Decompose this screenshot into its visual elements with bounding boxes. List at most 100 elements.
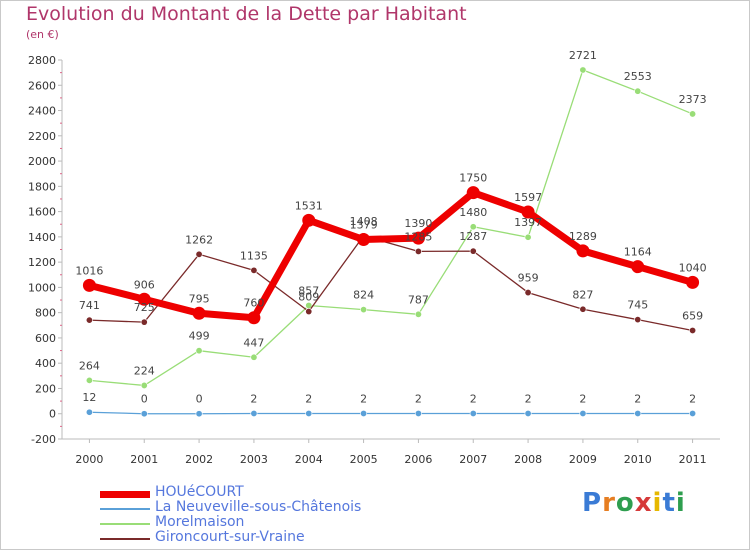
data-label: 2 [470, 392, 477, 405]
data-label: 2553 [624, 70, 652, 83]
data-label: 1390 [404, 217, 432, 230]
data-point [686, 275, 700, 289]
y-tick-label: 600 [35, 332, 56, 345]
data-point [82, 278, 96, 292]
data-label: 0 [196, 393, 203, 406]
series-line [89, 411, 693, 415]
data-point [414, 409, 422, 417]
legend-label: La Neuveville-sous-Châtenois [155, 499, 362, 515]
data-label: 1597 [514, 191, 542, 204]
x-tick-label: 2005 [350, 453, 378, 466]
data-point [631, 260, 645, 274]
data-point [195, 250, 203, 258]
data-point [411, 231, 425, 245]
data-label: 1397 [514, 216, 542, 229]
data-point [250, 409, 258, 417]
data-point [360, 409, 368, 417]
y-tick-label: 2600 [28, 79, 56, 92]
legend-swatch [100, 508, 150, 510]
data-point [521, 205, 535, 219]
data-label: 745 [627, 299, 648, 312]
data-label: 824 [353, 289, 374, 302]
data-point [195, 347, 203, 355]
data-label: 1135 [240, 249, 268, 262]
data-point [634, 87, 642, 95]
logo-letter: i [675, 488, 686, 518]
y-tick-label: 1000 [28, 281, 56, 294]
x-tick-label: 2008 [514, 453, 542, 466]
chart-unit: (en €) [26, 28, 59, 41]
x-tick-label: 2011 [679, 453, 707, 466]
x-tick-label: 2004 [295, 453, 323, 466]
logo-letter: o [615, 488, 635, 518]
logo-letter: i [652, 488, 663, 518]
x-tick-label: 2006 [404, 453, 432, 466]
data-point [469, 409, 477, 417]
legend-swatch [100, 538, 150, 540]
data-point [192, 306, 206, 320]
data-point [469, 247, 477, 255]
y-tick-label: 2000 [28, 155, 56, 168]
data-label: 1262 [185, 233, 213, 246]
data-point [305, 308, 313, 316]
data-point [414, 310, 422, 318]
data-point [140, 410, 148, 418]
data-label: 827 [572, 288, 593, 301]
data-label: 1531 [295, 199, 323, 212]
y-tick-label: 400 [35, 357, 56, 370]
proxiti-logo: Proxiti [582, 488, 686, 518]
data-label: 1408 [350, 215, 378, 228]
data-label: 725 [134, 301, 155, 314]
data-label: 2 [250, 392, 257, 405]
data-point [524, 233, 532, 241]
data-point [360, 306, 368, 314]
data-label: 2373 [679, 93, 707, 106]
data-point [579, 66, 587, 74]
data-point [634, 409, 642, 417]
data-point [305, 409, 313, 417]
data-label: 2 [525, 392, 532, 405]
data-point [302, 213, 316, 227]
x-tick-label: 2007 [459, 453, 487, 466]
data-label: 1285 [404, 230, 432, 243]
data-label: 1164 [624, 246, 652, 259]
data-label: 0 [141, 393, 148, 406]
data-point [357, 233, 371, 247]
data-point [247, 311, 261, 325]
data-label: 1287 [459, 230, 487, 243]
data-label: 906 [134, 278, 155, 291]
data-point [85, 376, 93, 384]
data-point [689, 409, 697, 417]
legend-label: Morelmaison [155, 514, 245, 530]
data-label: 2 [634, 392, 641, 405]
data-label: 2 [579, 392, 586, 405]
data-label: 741 [79, 299, 100, 312]
data-point [414, 247, 422, 255]
legend-label: HOUéCOURT [155, 484, 244, 500]
data-point [140, 381, 148, 389]
x-tick-label: 2003 [240, 453, 268, 466]
data-point [634, 316, 642, 324]
data-point [579, 409, 587, 417]
logo-letter: r [602, 488, 616, 518]
data-label: 1480 [459, 206, 487, 219]
x-tick-label: 2000 [75, 453, 103, 466]
data-label: 2 [689, 392, 696, 405]
data-point [250, 266, 258, 274]
data-point [524, 409, 532, 417]
series-line [89, 69, 693, 387]
data-point [689, 110, 697, 118]
chart-title: Evolution du Montant de la Dette par Hab… [26, 3, 467, 25]
logo-letter: x [634, 488, 653, 518]
y-tick-label: -200 [31, 433, 56, 446]
data-label: 760 [243, 297, 264, 310]
legend-swatch [100, 523, 150, 525]
data-label: 1750 [459, 172, 487, 185]
data-label: 2721 [569, 49, 597, 62]
y-tick-label: 800 [35, 307, 56, 320]
data-point [579, 305, 587, 313]
data-point [137, 292, 151, 306]
data-point [524, 289, 532, 297]
data-label: 264 [79, 359, 100, 372]
